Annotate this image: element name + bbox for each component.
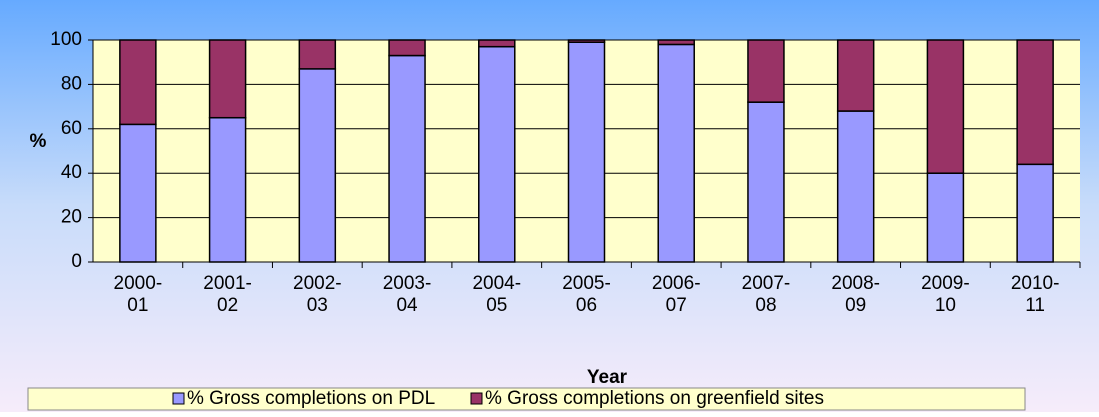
x-tick-label: 2005-06 bbox=[562, 273, 611, 316]
bar-segment bbox=[926, 172, 965, 263]
y-tick-label: 0 bbox=[71, 251, 82, 272]
legend-label: % Gross completions on greenfield sites bbox=[485, 388, 824, 409]
x-axis-label: Year bbox=[587, 367, 628, 388]
legend-swatch bbox=[172, 392, 185, 405]
y-tick-label: 100 bbox=[50, 29, 82, 50]
x-tick-label: 2006-07 bbox=[652, 273, 701, 316]
bar-segment bbox=[747, 39, 785, 103]
bar-segment bbox=[119, 39, 157, 126]
x-tick-label: 2010-11 bbox=[1011, 273, 1060, 316]
y-tick-label: 60 bbox=[61, 118, 82, 139]
bar-segment bbox=[388, 54, 426, 263]
bar-segment bbox=[747, 101, 785, 263]
y-axis-label: % bbox=[30, 131, 47, 152]
x-tick-label: 2001-02 bbox=[203, 273, 252, 316]
legend-box bbox=[27, 387, 1026, 411]
bar-segment bbox=[567, 39, 606, 43]
bar-segment bbox=[926, 39, 965, 174]
legend-swatch bbox=[470, 392, 483, 405]
bar-segment bbox=[208, 39, 247, 119]
x-tick-label: 2003-04 bbox=[383, 273, 432, 316]
x-tick-label: 2004-05 bbox=[472, 273, 521, 316]
bar-segment bbox=[478, 45, 516, 263]
bar-segment bbox=[119, 123, 157, 263]
y-tick-label: 20 bbox=[61, 207, 82, 228]
bar-segment bbox=[298, 39, 337, 70]
x-tick-label: 2007-08 bbox=[742, 273, 791, 316]
x-tick-label: 2000-01 bbox=[114, 273, 163, 316]
bar-segment bbox=[836, 110, 875, 263]
bar-segment bbox=[836, 39, 875, 112]
bar-segment bbox=[298, 68, 337, 263]
bar-segment bbox=[567, 41, 606, 263]
x-tick-label: 2002-03 bbox=[293, 273, 342, 316]
x-tick-label: 2008-09 bbox=[831, 273, 880, 316]
bar-segment bbox=[208, 116, 247, 263]
legend-label: % Gross completions on PDL bbox=[187, 388, 435, 409]
bar-segment bbox=[388, 39, 426, 57]
y-tick-label: 40 bbox=[61, 162, 82, 183]
bar-segment bbox=[1016, 39, 1054, 166]
bar-segment bbox=[657, 43, 695, 263]
y-tick-label: 80 bbox=[61, 73, 82, 94]
bar-segment bbox=[1016, 163, 1054, 263]
bar-segment bbox=[478, 39, 516, 48]
bar-segment bbox=[657, 39, 695, 46]
x-tick-label: 2009-10 bbox=[921, 273, 970, 316]
